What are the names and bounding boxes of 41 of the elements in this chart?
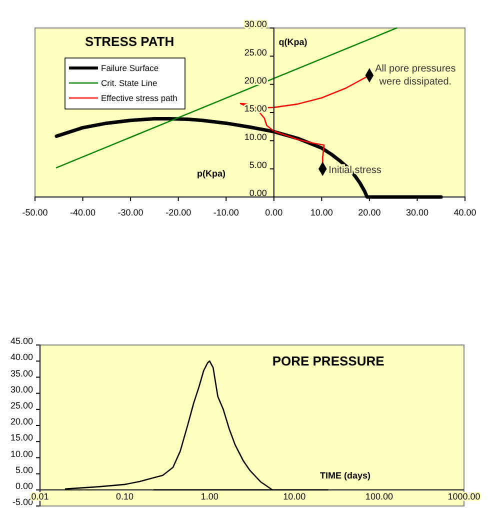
x-tick-label: 40.00: [454, 207, 476, 218]
x-tick-label: 20.00: [358, 207, 381, 218]
y-tick-label: 40.00: [10, 352, 33, 362]
x-tick-label: 1.00: [200, 491, 218, 502]
x-tick-label: -50.00: [22, 207, 48, 218]
x-axis-title: TIME (days): [320, 470, 371, 481]
x-tick-label: 1000.00: [448, 491, 480, 502]
y-tick-label: 30.00: [244, 19, 267, 30]
text: PORE PRESSURE: [272, 354, 385, 369]
y-tick-label: 25.00: [244, 47, 267, 58]
x-tick-label: 10.00: [310, 207, 333, 218]
x-tick-label: -10.00: [213, 207, 239, 218]
y-tick-label: 20.00: [244, 75, 267, 86]
y-tick-label: 10.00: [244, 132, 267, 142]
y-tick-label: 45.00: [10, 336, 33, 346]
y-tick-label: -5.00: [12, 497, 33, 508]
y-tick-label: 0.00: [249, 188, 267, 198]
annotation: All pore pressures were dissipated.: [375, 63, 456, 88]
legend-label: Failure Surface: [101, 63, 159, 73]
x-tick-label: -30.00: [118, 207, 144, 218]
y-tick-label: 15.00: [10, 432, 33, 443]
x-tick-label: 100.00: [365, 491, 393, 502]
y-tick-label: 30.00: [10, 384, 33, 394]
x-tick-label: -40.00: [70, 207, 96, 218]
y-tick-label: 0.00: [15, 481, 33, 491]
y-tick-label: 20.00: [10, 416, 33, 427]
x-tick-label: 30.00: [406, 207, 428, 218]
text: STRESS PATH: [85, 34, 174, 50]
y-tick-label: 10.00: [10, 448, 33, 459]
y-axis-title: q(Kpa): [278, 36, 308, 47]
legend-label: Effective stress path: [101, 93, 178, 103]
legend-label: Crit. State Line: [101, 78, 158, 88]
x-axis-title: p(Kpa): [197, 168, 226, 179]
x-tick-label: 0.00: [265, 207, 283, 218]
y-tick-label: 35.00: [10, 368, 33, 378]
x-tick-label: 10.00: [283, 491, 306, 502]
y-tick-label: 5.00: [249, 160, 267, 170]
y-tick-label: 5.00: [15, 464, 33, 475]
y-tick-label: 25.00: [10, 400, 33, 410]
x-tick-label: -20.00: [166, 207, 192, 218]
x-tick-label: 0.10: [116, 491, 134, 502]
